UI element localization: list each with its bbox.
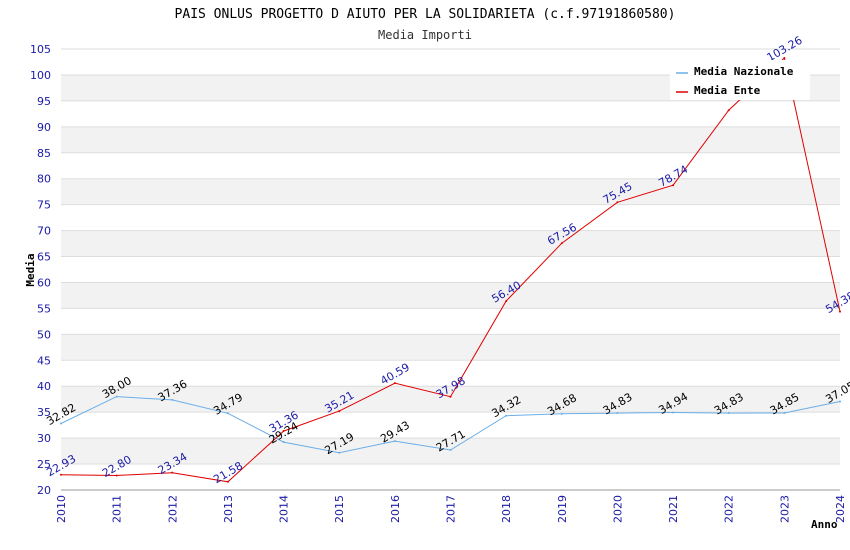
x-tick-label: 2018 [500,495,513,523]
grid-band [61,334,840,361]
y-tick-label: 105 [30,43,51,56]
data-point [672,184,675,187]
series-lines [60,57,841,483]
y-tick-label: 40 [37,380,51,393]
y-axis-label: Media [24,253,37,286]
data-point [115,395,118,398]
grid-band [61,360,840,387]
data-point [282,441,285,444]
data-point [505,300,508,303]
data-point [783,411,786,414]
x-tick-label: 2020 [611,495,624,523]
x-tick-label: 2022 [723,495,736,523]
data-point [60,422,62,425]
grid-band [61,230,840,257]
data-point [560,242,563,245]
chart-subtitle: Media Importi [378,28,472,42]
data-point [616,412,619,415]
data-point [783,57,786,60]
y-tick-label: 65 [37,251,51,264]
data-point [226,412,229,415]
y-tick-label: 35 [37,406,51,419]
data-point [727,412,730,415]
data-point [727,109,730,112]
grid-band [61,464,840,490]
y-tick-label: 55 [37,302,51,315]
x-tick-label: 2019 [556,495,569,523]
data-point [338,410,341,413]
x-tick-label: 2016 [389,495,402,523]
x-tick-label: 2010 [55,495,68,523]
y-tick-label: 75 [37,199,51,212]
grid-band [61,152,840,179]
grid-band [61,386,840,413]
grid-band [61,178,840,205]
grid-band [61,308,840,335]
y-tick-label: 25 [37,458,51,471]
x-tick-label: 2017 [445,495,458,523]
data-point [839,310,841,313]
y-tick-label: 30 [37,432,51,445]
data-point [616,201,619,204]
data-point [338,451,341,454]
y-tick-label: 90 [37,121,51,134]
legend-label-media-ente: Media Ente [694,84,761,97]
data-point [449,395,452,398]
data-point [226,480,229,483]
legend-label-media-nazionale: Media Nazionale [694,65,794,78]
data-point [839,400,841,403]
y-tick-label: 60 [37,276,51,289]
x-tick-label: 2014 [278,495,291,523]
data-point [672,411,675,414]
data-point [171,398,174,401]
x-tick-label: 2023 [778,495,791,523]
x-tick-label: 2013 [222,495,235,523]
x-tick-label: 2021 [667,495,680,523]
data-point [393,440,396,443]
data-point [505,414,508,417]
data-point [171,471,174,474]
data-point [60,473,62,476]
y-tick-label: 80 [37,173,51,186]
x-axis-label: Anno [811,518,838,531]
y-tick-label: 20 [37,484,51,497]
data-point [560,412,563,415]
data-point [393,382,396,385]
grid-band [61,204,840,231]
data-point [449,448,452,451]
plot-background-bands [61,49,840,490]
chart-title: PAIS ONLUS PROGETTO D AIUTO PER LA SOLID… [175,7,676,22]
y-axis-ticks: 20 25 30 35 40 45 50 55 60 65 70 75 80 85 90 95 100 105 [30,43,51,497]
y-tick-label: 100 [30,69,51,82]
x-axis-ticks: 2010 2011 2012 2013 2014 2015 2016 2017 2018 2019… [55,495,847,523]
grid-band [61,126,840,153]
y-tick-label: 45 [37,354,51,367]
grid-band [61,100,840,127]
y-tick-label: 85 [37,147,51,160]
x-tick-label: 2015 [333,495,346,523]
x-tick-label: 2024 [834,495,847,523]
y-tick-label: 50 [37,328,51,341]
legend-background [670,60,810,100]
x-tick-label: 2012 [166,495,179,523]
legend: Media Nazionale Media Ente [670,60,810,100]
data-point [115,474,118,477]
x-tick-label: 2011 [111,495,124,523]
grid-band [61,412,840,439]
data-point [282,430,285,433]
grid-band [61,282,840,309]
grid-band [61,256,840,283]
grid-band [61,438,840,465]
y-tick-label: 95 [37,95,51,108]
y-tick-label: 70 [37,225,51,238]
